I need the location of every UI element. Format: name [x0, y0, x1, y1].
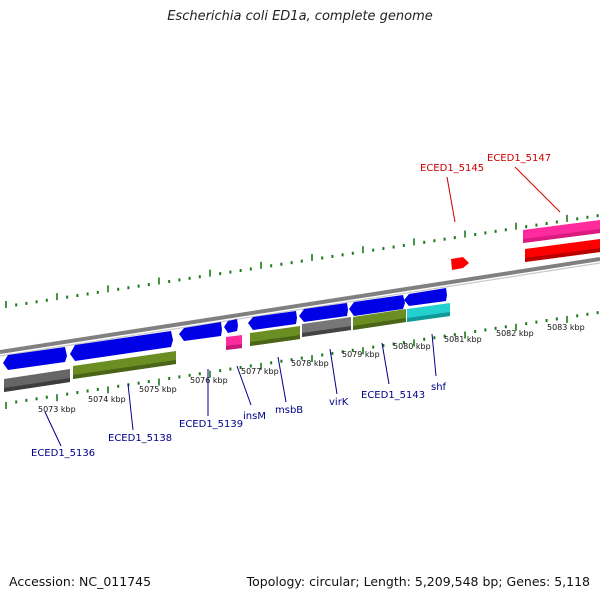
kbp-label: 5074 kbp — [88, 395, 126, 404]
gene-label-virk: virK — [329, 397, 349, 408]
kbp-axis-labels: 5073 kbp 5074 kbp 5075 kbp 5076 kbp 5077… — [38, 323, 585, 414]
feature-red-small[interactable] — [451, 257, 469, 270]
kbp-label: 5079 kbp — [342, 350, 380, 359]
gene-label-eced1-5136: ECED1_5136 — [31, 448, 95, 459]
gene-label-eced1-5147: ECED1_5147 — [487, 153, 551, 164]
gene-label-eced1-5139: ECED1_5139 — [179, 419, 243, 430]
gene-label-leaders — [44, 166, 561, 447]
kbp-label: 5080 kbp — [393, 342, 431, 351]
feature-pink-top-right[interactable] — [523, 220, 600, 243]
gene-label-msbb: msbB — [275, 405, 303, 416]
kbp-label: 5073 kbp — [38, 405, 76, 414]
gene-label-eced1-5143: ECED1_5143 — [361, 390, 425, 401]
feature-red-top-right[interactable] — [525, 239, 600, 262]
map-title: Escherichia coli ED1a, complete genome — [167, 9, 433, 24]
kbp-label: 5077 kbp — [241, 367, 279, 376]
kbp-label: 5081 kbp — [444, 335, 482, 344]
cds-arrows-upper[interactable] — [3, 288, 447, 370]
gene-labels[interactable]: ECED1_5136 ECED1_5138 ECED1_5139 insM ms… — [31, 153, 551, 459]
gene-label-eced1-5138: ECED1_5138 — [108, 433, 172, 444]
kbp-label: 5082 kbp — [496, 329, 534, 338]
cds-blocks-lower[interactable] — [4, 303, 450, 392]
kbp-label: 5076 kbp — [190, 376, 228, 385]
kbp-label: 5075 kbp — [139, 385, 177, 394]
gene-label-insm: insM — [243, 411, 266, 422]
accession-text: Accession: NC_011745 — [9, 574, 152, 589]
tick-row-bottom — [5, 311, 599, 409]
genome-summary-text: Topology: circular; Length: 5,209,548 bp… — [246, 574, 590, 589]
gene-label-eced1-5145: ECED1_5145 — [420, 163, 484, 174]
kbp-label: 5083 kbp — [547, 323, 585, 332]
genome-backbone — [0, 257, 600, 357]
kbp-label: 5078 kbp — [291, 359, 329, 368]
tick-row-top — [5, 214, 599, 308]
gene-label-shf: shf — [431, 382, 447, 393]
